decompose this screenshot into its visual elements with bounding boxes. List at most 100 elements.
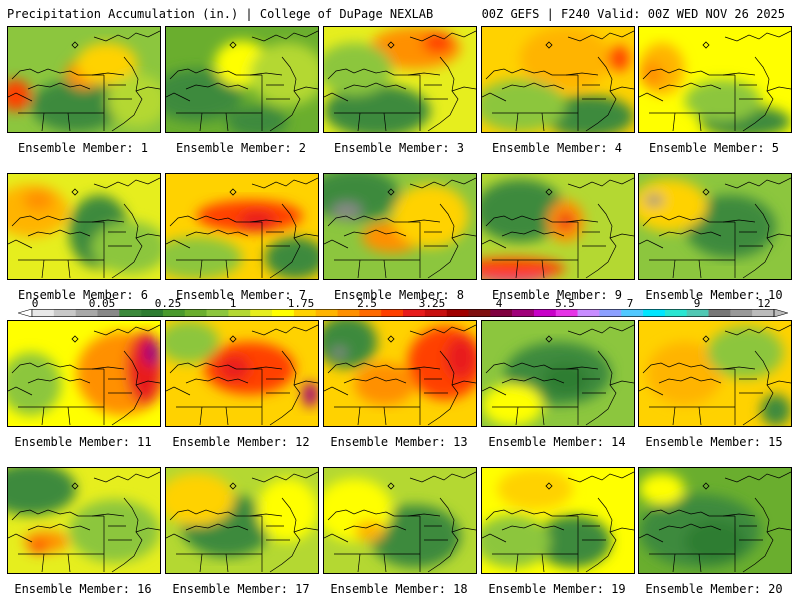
ensemble-member-map-19	[481, 467, 635, 574]
precip-blob	[608, 45, 630, 72]
colorbar-swatch	[555, 309, 578, 317]
boundary-line	[407, 513, 441, 517]
boundary-line	[357, 112, 361, 132]
boundary-line	[609, 86, 634, 92]
boundary-line	[293, 380, 318, 386]
precip-blob	[68, 499, 160, 563]
precip-blob	[331, 202, 362, 220]
boundary-line	[766, 380, 791, 386]
boundary-line	[722, 513, 756, 517]
colorbar-tick-label: 0.05	[88, 297, 116, 310]
boundary-line	[658, 376, 722, 384]
colorbar-tick-label: 3.25	[418, 297, 446, 310]
boundary-line	[482, 533, 507, 543]
map-outlines	[482, 177, 634, 279]
boundary-line	[515, 259, 519, 279]
colorbar-swatch	[708, 309, 731, 317]
boundary-line	[639, 92, 664, 102]
boundary-line	[766, 233, 791, 239]
boundary-line	[482, 386, 507, 396]
precip-blob	[684, 195, 776, 258]
boundary-line	[67, 406, 71, 426]
boundary-line	[269, 56, 301, 132]
boundary-line	[199, 553, 203, 573]
precip-blob	[520, 27, 612, 90]
map-outlines	[482, 30, 634, 132]
colorbar-swatch	[468, 309, 491, 317]
precip-field	[324, 27, 476, 132]
ensemble-member-map-5	[638, 26, 792, 133]
boundary-line	[565, 513, 599, 517]
boundary-line	[541, 406, 545, 426]
precip-blob	[482, 79, 566, 132]
boundary-line	[357, 553, 361, 573]
boundary-line	[724, 324, 791, 336]
colorbar-tick-label: 1	[229, 297, 237, 310]
precip-blob	[249, 42, 318, 106]
ensemble-member-label: Ensemble Member: 1	[17, 141, 149, 155]
ensemble-member-map-20	[638, 467, 792, 574]
boundary-line	[485, 509, 553, 521]
precip-field	[8, 321, 160, 426]
boundary-line	[225, 553, 229, 573]
map-outlines	[324, 324, 476, 426]
boundary-line	[639, 239, 664, 249]
precip-field	[166, 321, 318, 426]
colorbar-swatch	[577, 309, 600, 317]
precip-blob	[76, 42, 138, 85]
ensemble-member-map-10	[638, 173, 792, 280]
boundary-line	[639, 386, 664, 396]
station-marker-icon	[702, 335, 710, 343]
precip-blob	[542, 363, 589, 395]
precip-blob	[684, 79, 761, 122]
boundary-line	[269, 350, 301, 426]
colorbar-swatch	[162, 309, 186, 317]
boundary-line	[293, 86, 318, 92]
precip-blob	[226, 105, 288, 132]
boundary-line	[327, 362, 395, 374]
boundary-line	[451, 86, 476, 92]
colorbar-swatch	[250, 309, 273, 317]
precip-blob	[166, 473, 235, 526]
precip-field	[166, 174, 318, 279]
colorbar-tick-label: 2.5	[357, 297, 377, 310]
boundary-line	[698, 259, 702, 279]
precip-blob	[645, 195, 664, 206]
colorbar-swatch	[293, 309, 317, 317]
boundary-line	[251, 177, 318, 189]
boundary-line	[111, 203, 143, 279]
boundary-line	[251, 30, 318, 42]
precip-blob	[91, 221, 160, 274]
boundary-line	[135, 86, 160, 92]
colorbar-swatch	[730, 309, 753, 317]
precip-field	[639, 174, 791, 279]
precip-blob	[558, 212, 574, 230]
ensemble-member-map-4	[481, 26, 635, 133]
colorbar-tick-label: 9	[693, 297, 701, 310]
map-outlines	[324, 30, 476, 132]
boundary-line	[327, 509, 395, 521]
boundary-line	[93, 471, 160, 483]
boundary-line	[451, 527, 476, 533]
precip-blob	[639, 473, 685, 505]
boundary-line	[199, 259, 203, 279]
boundary-line	[249, 219, 283, 223]
precip-field	[8, 174, 160, 279]
boundary-line	[501, 376, 565, 384]
boundary-line	[8, 239, 33, 249]
boundary-line	[698, 112, 702, 132]
ensemble-member-map-16	[7, 467, 161, 574]
map-outlines	[639, 30, 791, 132]
boundary-line	[327, 68, 395, 80]
boundary-line	[324, 92, 349, 102]
station-marker-icon	[387, 41, 395, 49]
boundary-line	[199, 112, 203, 132]
boundary-line	[383, 259, 387, 279]
precip-field	[166, 27, 318, 132]
run-valid-info: 00Z GEFS | F240 Valid: 00Z WED NOV 26 20…	[481, 7, 785, 21]
boundary-line	[27, 229, 91, 237]
boundary-line	[482, 92, 507, 102]
boundary-line	[658, 229, 722, 237]
boundary-line	[609, 527, 634, 533]
boundary-line	[642, 215, 710, 227]
